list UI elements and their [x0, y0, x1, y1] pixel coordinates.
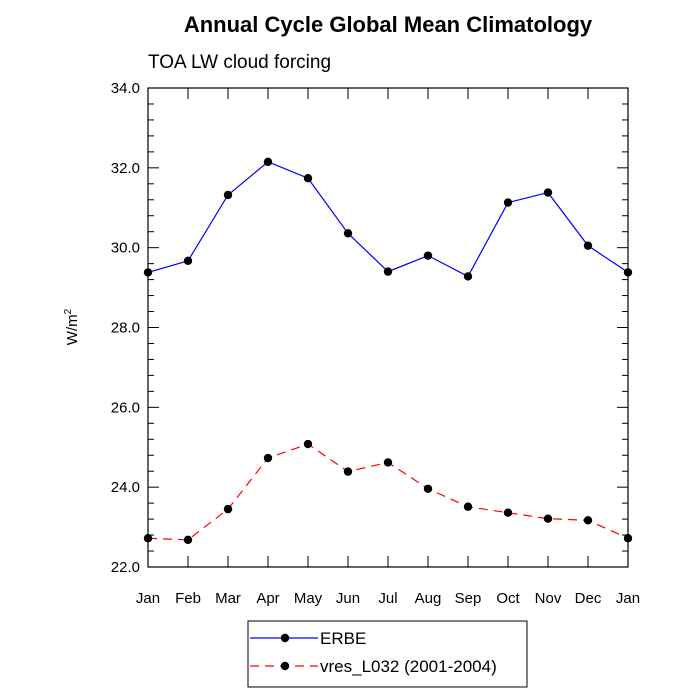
series-point — [303, 174, 313, 183]
series-point — [223, 504, 233, 514]
series-point — [463, 502, 473, 511]
series-point — [183, 256, 193, 266]
y-tick-label: 26.0 — [111, 399, 140, 416]
series-point — [503, 198, 513, 207]
legend-label: ERBE — [320, 629, 366, 648]
x-tick-label: Dec — [575, 590, 602, 607]
plot-frame — [147, 87, 629, 568]
series-point — [503, 508, 513, 517]
series-point — [423, 484, 433, 493]
y-axis-label-superscript: 2 — [63, 308, 74, 314]
legend-marker — [280, 661, 290, 671]
y-tick-label: 34.0 — [111, 80, 140, 97]
x-tick-label: Feb — [175, 590, 201, 607]
chart-subtitle: TOA LW cloud forcing — [148, 52, 331, 73]
series-point — [463, 272, 473, 281]
series-point — [423, 251, 433, 260]
y-tick-label: 24.0 — [111, 479, 140, 496]
series-layer — [143, 157, 633, 545]
x-tick-label: May — [294, 590, 323, 607]
series-point — [343, 467, 353, 476]
x-tick-label: Nov — [535, 590, 562, 607]
x-tick-label: Apr — [256, 590, 279, 607]
y-axis-label: W/m2 — [63, 308, 81, 345]
chart-title: Annual Cycle Global Mean Climatology — [184, 12, 593, 37]
series-point — [263, 157, 273, 167]
y-tick-label: 30.0 — [111, 240, 140, 257]
x-tick-label: Oct — [496, 590, 520, 607]
series-point — [543, 188, 553, 197]
series-point — [263, 453, 273, 463]
x-tick-label: Mar — [215, 590, 241, 607]
x-tick-label: Jan — [136, 590, 160, 607]
x-tick-label: Sep — [455, 590, 482, 607]
y-tick-label: 32.0 — [111, 160, 140, 177]
x-tick-label: Aug — [415, 590, 442, 607]
series-line — [147, 161, 629, 278]
y-tick-label: 28.0 — [111, 320, 140, 337]
legend-item: vres_L032 (2001-2004) — [250, 657, 497, 676]
series-point — [303, 439, 313, 449]
legend-item: ERBE — [250, 629, 366, 648]
series-point — [583, 241, 593, 250]
legend: ERBE vres_L032 (2001-2004) — [247, 620, 528, 688]
series-point — [223, 190, 233, 200]
series-2 — [143, 439, 633, 545]
y-axis-label-base: W/m — [64, 314, 81, 345]
series-point — [383, 267, 393, 276]
legend-label: vres_L032 (2001-2004) — [320, 657, 497, 676]
series-point — [383, 458, 393, 467]
x-tick-label: Jun — [336, 590, 360, 607]
legend-box — [247, 620, 528, 688]
x-tick-label: Jan — [616, 590, 640, 607]
series-point — [583, 516, 593, 525]
y-tick-label: 22.0 — [111, 559, 140, 576]
series-1 — [143, 157, 633, 281]
legend-marker — [280, 633, 290, 643]
x-tick-label: Jul — [378, 590, 397, 607]
series-point — [343, 229, 353, 238]
y-tick-labels: 22.0 24.0 26.0 28.0 30.0 32.0 34.0 — [111, 80, 140, 576]
series-point — [183, 535, 193, 545]
axis-ticks — [147, 87, 629, 568]
x-tick-labels: Jan Feb Mar Apr May Jun Jul Aug Sep Oct Nov Dec Jan — [136, 590, 640, 607]
series-point — [543, 514, 553, 523]
